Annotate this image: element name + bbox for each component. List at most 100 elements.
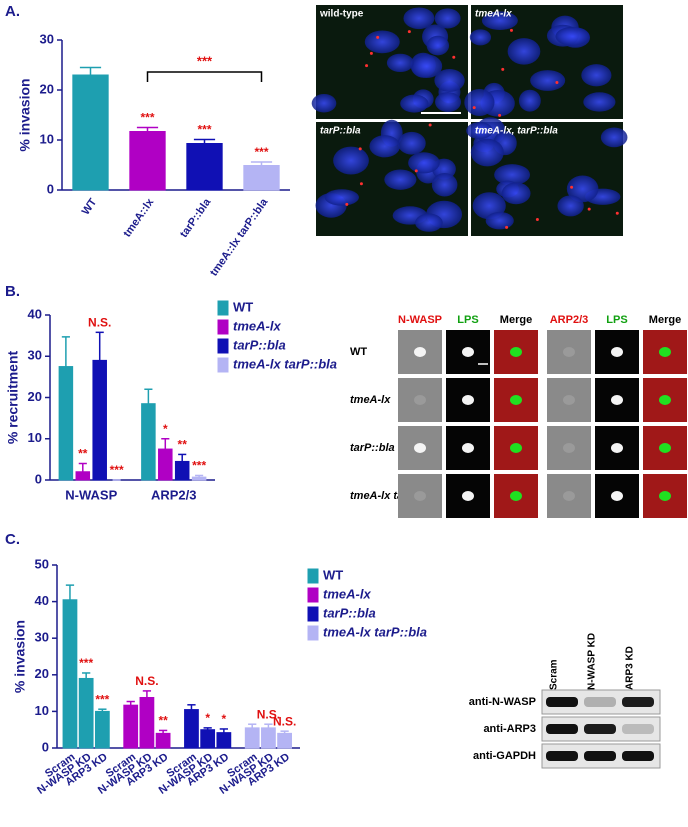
nucleus	[557, 195, 584, 217]
bacterium	[472, 106, 476, 110]
bar	[155, 732, 171, 749]
nucleus	[466, 122, 493, 140]
bar	[184, 709, 199, 749]
blot-column: N-WASP KD	[587, 633, 598, 690]
bar	[261, 727, 276, 749]
y-tick-label: 0	[47, 181, 54, 196]
nucleus	[481, 11, 518, 30]
spot	[659, 347, 671, 357]
y-tick-label: 10	[35, 703, 49, 718]
significance: *	[163, 422, 168, 436]
nucleus	[566, 175, 599, 203]
nucleus	[434, 8, 461, 29]
row-label: tmeA-lx	[350, 394, 391, 406]
bar	[72, 74, 109, 191]
legend-label: WT	[233, 299, 253, 314]
legend-swatch	[217, 338, 229, 354]
legend-label: tmeA-lx tarP::bla	[323, 624, 427, 639]
bar	[141, 403, 156, 481]
y-tick-label: 20	[28, 389, 42, 404]
bar	[243, 165, 280, 191]
bar	[200, 729, 216, 749]
x-tick-label: tmeA::lx	[121, 196, 157, 240]
y-tick-label: 50	[35, 556, 49, 571]
spot	[563, 491, 575, 501]
bacterium	[452, 55, 456, 59]
spot	[414, 443, 426, 453]
bacterium	[428, 123, 432, 127]
significance: ***	[110, 463, 124, 477]
nucleus	[583, 92, 616, 112]
spot	[510, 395, 522, 405]
nucleus	[494, 164, 531, 186]
nucleus	[364, 30, 400, 54]
spot	[563, 443, 575, 453]
significance: ***	[79, 656, 93, 670]
panel-label: A.	[5, 3, 20, 20]
bar	[129, 131, 166, 191]
bar	[186, 143, 223, 191]
significance: ***	[140, 111, 154, 125]
y-tick-label: 0	[42, 739, 49, 754]
row-label: tarP::bla	[350, 442, 395, 454]
bacterium	[358, 147, 362, 151]
nucleus	[600, 127, 628, 148]
nucleus	[415, 213, 443, 232]
spot	[510, 491, 522, 501]
bacterium	[615, 211, 619, 215]
nucleus	[386, 53, 414, 73]
bacterium	[501, 67, 505, 71]
spot	[414, 347, 426, 357]
spot	[414, 491, 426, 501]
significance: **	[78, 447, 88, 461]
bacterium	[376, 35, 380, 39]
spot	[611, 395, 623, 405]
y-tick-label: 40	[28, 306, 42, 321]
spot	[510, 347, 522, 357]
significance: N.S.	[88, 315, 111, 329]
bacterium	[498, 113, 502, 117]
x-tick-label: WT	[80, 196, 100, 217]
blot-band	[584, 724, 616, 734]
blot-column: Scram	[549, 659, 560, 690]
bacterium	[414, 169, 418, 173]
blot-row-label: anti-ARP3	[483, 723, 536, 735]
legend-swatch	[217, 357, 229, 373]
nucleus	[434, 69, 465, 92]
blot-band	[584, 697, 616, 707]
significance: **	[158, 714, 168, 728]
nucleus	[581, 64, 612, 87]
bacterium	[407, 30, 411, 34]
x-tick-label: N-WASP	[65, 487, 117, 502]
spot	[462, 491, 474, 501]
y-tick-label: 40	[35, 593, 49, 608]
significance: ***	[95, 692, 109, 706]
nucleus	[397, 131, 426, 155]
spot	[510, 443, 522, 453]
significance: ***	[197, 123, 211, 137]
nucleus	[469, 29, 492, 46]
legend-swatch	[217, 319, 229, 335]
significance: *	[222, 712, 227, 726]
nucleus	[400, 94, 429, 113]
spot	[563, 395, 575, 405]
blot-column: ARP3 KD	[625, 646, 636, 690]
nucleus	[470, 138, 504, 167]
nucleus	[431, 173, 458, 197]
y-axis-label: % invasion	[17, 78, 33, 151]
blot-band	[546, 724, 578, 734]
bar	[158, 448, 173, 481]
bar	[75, 471, 91, 481]
nucleus	[435, 92, 462, 113]
y-tick-label: 20	[35, 666, 49, 681]
significance: N.S.	[135, 674, 158, 688]
bar	[216, 732, 232, 749]
micrograph-label: wild-type	[319, 9, 364, 20]
legend-swatch	[307, 625, 319, 641]
bar	[58, 366, 74, 481]
spot	[611, 491, 623, 501]
nucleus	[501, 182, 531, 205]
bar	[92, 359, 107, 481]
micrograph-label: tmeA-lx	[475, 9, 512, 20]
